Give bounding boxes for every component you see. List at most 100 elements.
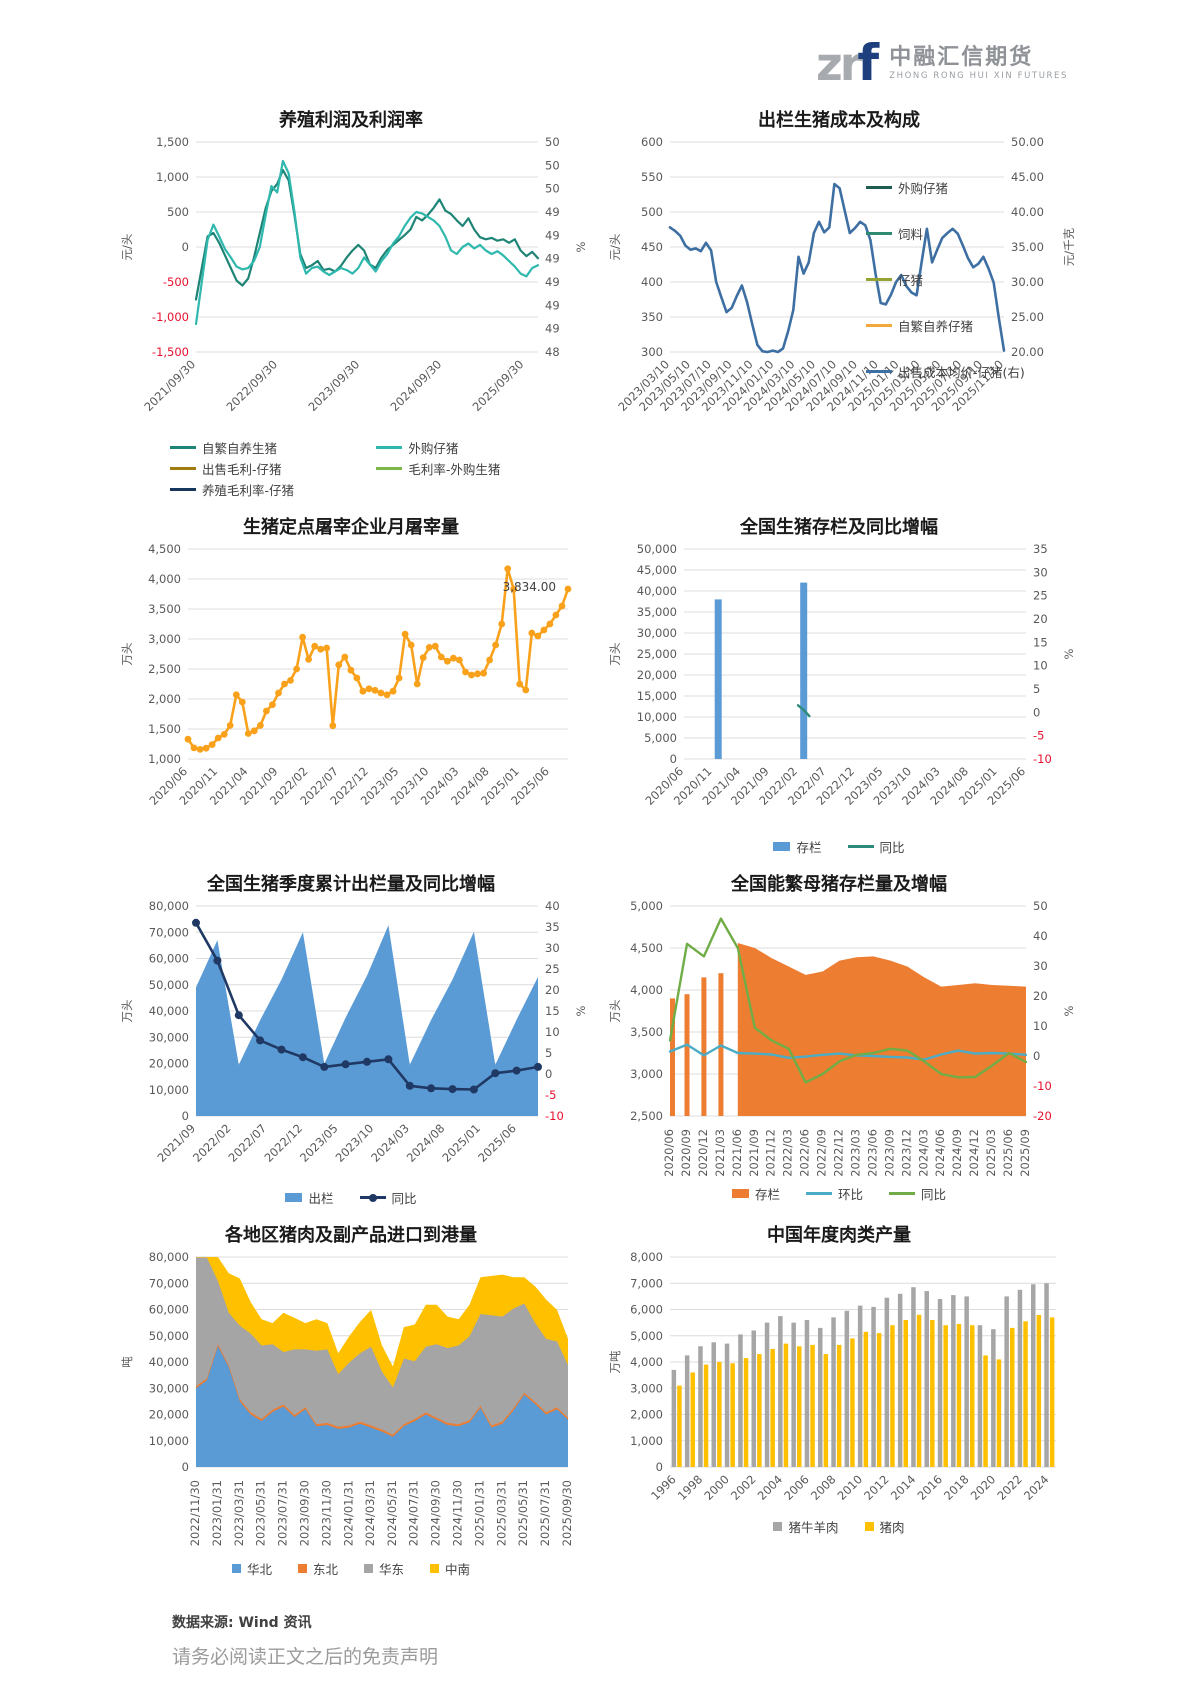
svg-text:2023/09: 2023/09 — [882, 1129, 896, 1177]
svg-text:20.00: 20.00 — [1011, 345, 1044, 359]
svg-text:0: 0 — [182, 1109, 189, 1123]
svg-text:2021/06: 2021/06 — [730, 1129, 744, 1177]
svg-text:2,000: 2,000 — [148, 692, 181, 706]
chart-title: 各地区猪肉及副产品进口到港量 — [225, 1225, 477, 1246]
legend-swatch-icon — [376, 446, 403, 449]
svg-text:20: 20 — [1033, 989, 1048, 1003]
legend-item: 猪肉 — [864, 1517, 905, 1536]
legend-dot-icon — [368, 1193, 377, 1202]
svg-text:2022/02: 2022/02 — [190, 1121, 234, 1165]
chart-pork-imports-by-region: 各地区猪肉及副产品进口到港量 80,000 70,000 60,000 50,000 4… — [116, 1221, 586, 1578]
svg-text:40,000: 40,000 — [149, 1004, 189, 1018]
svg-text:2023/10: 2023/10 — [333, 1121, 377, 1165]
svg-text:3,500: 3,500 — [630, 1025, 663, 1039]
svg-text:60,000: 60,000 — [149, 952, 189, 966]
svg-text:50: 50 — [545, 135, 560, 149]
legend-label: 华东 — [379, 1562, 405, 1577]
legend-swatch-icon — [231, 1564, 241, 1573]
svg-text:80,000: 80,000 — [149, 1250, 189, 1264]
svg-text:2021/03: 2021/03 — [713, 1129, 727, 1177]
legend-swatch-icon — [285, 1193, 303, 1202]
svg-text:2023/05/31: 2023/05/31 — [254, 1480, 268, 1546]
svg-text:2023/09/30: 2023/09/30 — [297, 1480, 311, 1546]
svg-text:10: 10 — [1033, 1019, 1048, 1033]
svg-text:2020/12: 2020/12 — [696, 1129, 710, 1177]
svg-text:2020/09: 2020/09 — [679, 1129, 693, 1177]
svg-text:2022/12: 2022/12 — [261, 1121, 305, 1165]
disclaimer: 请务必阅读正文之后的免责声明 — [172, 1646, 439, 1668]
legend-item: 猪牛羊肉 — [773, 1517, 839, 1536]
svg-text:2022: 2022 — [994, 1472, 1025, 1503]
svg-text:2022/11/30: 2022/11/30 — [188, 1480, 202, 1546]
chart-legend: 猪牛羊肉 猪肉 — [604, 1517, 1074, 1536]
legend-item: 出栏 — [285, 1188, 334, 1207]
legend-item: 外购仔猪 — [342, 438, 548, 457]
svg-text:-20: -20 — [1033, 1109, 1052, 1123]
legend-label: 存栏 — [754, 1187, 780, 1202]
legend-label: 外购仔猪 — [898, 181, 949, 196]
legend-swatch-icon — [866, 186, 892, 189]
legend-label: 中南 — [445, 1562, 471, 1577]
svg-text:2008: 2008 — [808, 1472, 839, 1503]
legend-label: 环比 — [837, 1187, 863, 1202]
chart-hog-cost-composition: 出栏生猪成本及构成 600 550 500 450 400 350 300 50.00 45.0… — [604, 106, 1076, 499]
svg-text:20,000: 20,000 — [149, 1057, 189, 1071]
svg-text:70,000: 70,000 — [149, 925, 189, 939]
company-logo: zrf 中融汇信期货 ZHONG RONG HUI XIN FUTURES — [816, 38, 1068, 88]
svg-text:60,000: 60,000 — [149, 1303, 189, 1317]
legend-label: 外购仔猪 — [408, 441, 459, 456]
legend-swatch-icon — [731, 1189, 749, 1198]
svg-text:2002: 2002 — [728, 1472, 759, 1503]
svg-text:10: 10 — [545, 1025, 560, 1039]
chart-title: 全国生猪季度累计出栏量及同比增幅 — [207, 874, 495, 895]
svg-text:2022/06: 2022/06 — [798, 1129, 812, 1177]
chart-canvas: 5,000 4,500 4,000 3,500 3,000 2,500 50 40 30 20 10… — [608, 899, 1076, 1177]
legend-item: 中南 — [430, 1559, 470, 1578]
svg-text:4,500: 4,500 — [630, 941, 663, 955]
legend-item: 出售成本均价-仔猪(右) — [866, 362, 1025, 381]
svg-text:1998: 1998 — [675, 1472, 706, 1503]
chart-pig-inventory-yoy: 全国生猪存栏及同比增幅 50,000 45,000 40,000 35,000 30,0… — [604, 513, 1076, 856]
svg-text:2025/09/30: 2025/09/30 — [560, 1480, 574, 1546]
svg-text:2021/09: 2021/09 — [154, 1121, 198, 1165]
svg-text:3,834.00: 3,834.00 — [503, 580, 556, 594]
svg-text:35: 35 — [1033, 542, 1048, 556]
svg-text:50,000: 50,000 — [149, 978, 189, 992]
svg-text:2024/08: 2024/08 — [404, 1121, 448, 1165]
svg-text:3,000: 3,000 — [630, 1067, 663, 1081]
svg-text:2024/07/31: 2024/07/31 — [407, 1480, 421, 1546]
svg-text:1,500: 1,500 — [156, 135, 189, 149]
legend-item: 养殖毛利率-仔猪 — [136, 480, 342, 499]
svg-text:35: 35 — [545, 920, 560, 934]
svg-text:0: 0 — [182, 240, 189, 254]
svg-text:50,000: 50,000 — [637, 542, 677, 556]
svg-text:400: 400 — [641, 275, 663, 289]
chart-plot: 8,000 7,000 6,000 5,000 4,000 3,000 2,000 1,000… — [604, 1249, 1074, 1536]
page-footer: 数据来源: Wind 资讯 请务必阅读正文之后的免责声明 — [172, 1612, 1130, 1669]
legend-item: 外购仔猪 — [866, 178, 948, 197]
svg-text:30,000: 30,000 — [149, 1381, 189, 1395]
svg-text:2025/06: 2025/06 — [1001, 1129, 1015, 1177]
svg-text:2022/09: 2022/09 — [815, 1129, 829, 1177]
logo-zrf-mark: zrf — [816, 38, 879, 88]
legend-swatch-icon — [866, 370, 892, 373]
legend-item: 毛利率-外购生猪 — [342, 459, 548, 478]
svg-text:2024/09/30: 2024/09/30 — [388, 357, 445, 414]
svg-text:30,000: 30,000 — [637, 626, 677, 640]
chart-canvas: 80,000 70,000 60,000 50,000 40,000 30,000 20,0… — [120, 1250, 574, 1546]
svg-text:20,000: 20,000 — [149, 1408, 189, 1422]
svg-text:15: 15 — [545, 1004, 560, 1018]
legend-item: 华北 — [231, 1559, 272, 1578]
chart-title: 生猪定点屠宰企业月屠宰量 — [243, 517, 459, 538]
svg-text:450: 450 — [641, 240, 663, 254]
svg-text:2023/12: 2023/12 — [899, 1129, 913, 1177]
svg-text:-5: -5 — [545, 1088, 556, 1102]
svg-text:4,500: 4,500 — [148, 542, 181, 556]
legend-swatch-icon — [376, 467, 403, 470]
svg-text:-10: -10 — [1033, 752, 1052, 766]
chart-legend: 华北 东北 华东 中南 — [116, 1559, 586, 1578]
legend-swatch-icon — [866, 278, 892, 281]
svg-text:49: 49 — [545, 205, 560, 219]
svg-text:50: 50 — [545, 182, 560, 196]
svg-text:0: 0 — [1033, 705, 1040, 719]
